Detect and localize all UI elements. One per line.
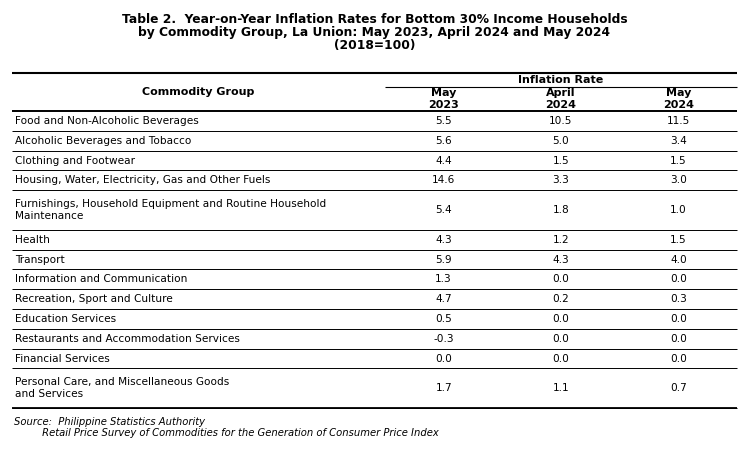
Text: Financial Services: Financial Services	[15, 353, 110, 363]
Text: 0.0: 0.0	[670, 353, 687, 363]
Text: 5.6: 5.6	[435, 136, 452, 146]
Text: 1.2: 1.2	[553, 235, 569, 245]
Text: 0.0: 0.0	[553, 274, 569, 284]
Text: Restaurants and Accommodation Services: Restaurants and Accommodation Services	[15, 334, 240, 344]
Text: 4.3: 4.3	[435, 235, 452, 245]
Text: Food and Non-Alcoholic Beverages: Food and Non-Alcoholic Beverages	[15, 116, 198, 126]
Text: -0.3: -0.3	[434, 334, 454, 344]
Text: Education Services: Education Services	[15, 314, 116, 324]
Text: 1.1: 1.1	[553, 383, 569, 393]
Text: 4.4: 4.4	[435, 156, 452, 165]
Text: Source:  Philippine Statistics Authority: Source: Philippine Statistics Authority	[14, 417, 205, 427]
Text: Inflation Rate: Inflation Rate	[518, 75, 604, 85]
Text: April
2024: April 2024	[545, 88, 577, 110]
Text: 1.3: 1.3	[435, 274, 452, 284]
Text: Retail Price Survey of Commodities for the Generation of Consumer Price Index: Retail Price Survey of Commodities for t…	[14, 428, 439, 438]
Text: Recreation, Sport and Culture: Recreation, Sport and Culture	[15, 294, 173, 304]
Text: Information and Communication: Information and Communication	[15, 274, 187, 284]
Text: 0.0: 0.0	[553, 314, 569, 324]
Text: Furnishings, Household Equipment and Routine Household
Maintenance: Furnishings, Household Equipment and Rou…	[15, 199, 327, 221]
Text: (2018=100): (2018=100)	[334, 39, 415, 52]
Text: 0.0: 0.0	[553, 353, 569, 363]
Text: 4.3: 4.3	[553, 255, 569, 264]
Text: 0.3: 0.3	[670, 294, 687, 304]
Text: 0.2: 0.2	[553, 294, 569, 304]
Text: 0.0: 0.0	[553, 334, 569, 344]
Text: 0.0: 0.0	[670, 334, 687, 344]
Text: May
2023: May 2023	[428, 88, 459, 110]
Text: Table 2.  Year-on-Year Inflation Rates for Bottom 30% Income Households: Table 2. Year-on-Year Inflation Rates fo…	[121, 13, 628, 26]
Text: 0.5: 0.5	[435, 314, 452, 324]
Text: 1.7: 1.7	[435, 383, 452, 393]
Text: 14.6: 14.6	[432, 175, 455, 185]
Text: 1.0: 1.0	[670, 205, 687, 215]
Text: 1.5: 1.5	[553, 156, 569, 165]
Text: 0.0: 0.0	[435, 353, 452, 363]
Text: 4.0: 4.0	[670, 255, 687, 264]
Text: 5.0: 5.0	[553, 136, 569, 146]
Text: 5.5: 5.5	[435, 116, 452, 126]
Text: 3.0: 3.0	[670, 175, 687, 185]
Text: Commodity Group: Commodity Group	[142, 87, 255, 97]
Text: 5.4: 5.4	[435, 205, 452, 215]
Text: Transport: Transport	[15, 255, 64, 264]
Text: Clothing and Footwear: Clothing and Footwear	[15, 156, 135, 165]
Text: 0.0: 0.0	[670, 314, 687, 324]
Text: Housing, Water, Electricity, Gas and Other Fuels: Housing, Water, Electricity, Gas and Oth…	[15, 175, 270, 185]
Text: 3.3: 3.3	[553, 175, 569, 185]
Text: Alcoholic Beverages and Tobacco: Alcoholic Beverages and Tobacco	[15, 136, 192, 146]
Text: 1.8: 1.8	[553, 205, 569, 215]
Text: Personal Care, and Miscellaneous Goods
and Services: Personal Care, and Miscellaneous Goods a…	[15, 377, 229, 399]
Text: 10.5: 10.5	[549, 116, 573, 126]
Text: 3.4: 3.4	[670, 136, 687, 146]
Text: 0.0: 0.0	[670, 274, 687, 284]
Text: 1.5: 1.5	[670, 156, 687, 165]
Text: 11.5: 11.5	[667, 116, 690, 126]
Text: 1.5: 1.5	[670, 235, 687, 245]
Text: by Commodity Group, La Union: May 2023, April 2024 and May 2024: by Commodity Group, La Union: May 2023, …	[139, 26, 610, 39]
Text: Health: Health	[15, 235, 50, 245]
Text: 4.7: 4.7	[435, 294, 452, 304]
Text: May
2024: May 2024	[663, 88, 694, 110]
Text: 5.9: 5.9	[435, 255, 452, 264]
Text: 0.7: 0.7	[670, 383, 687, 393]
